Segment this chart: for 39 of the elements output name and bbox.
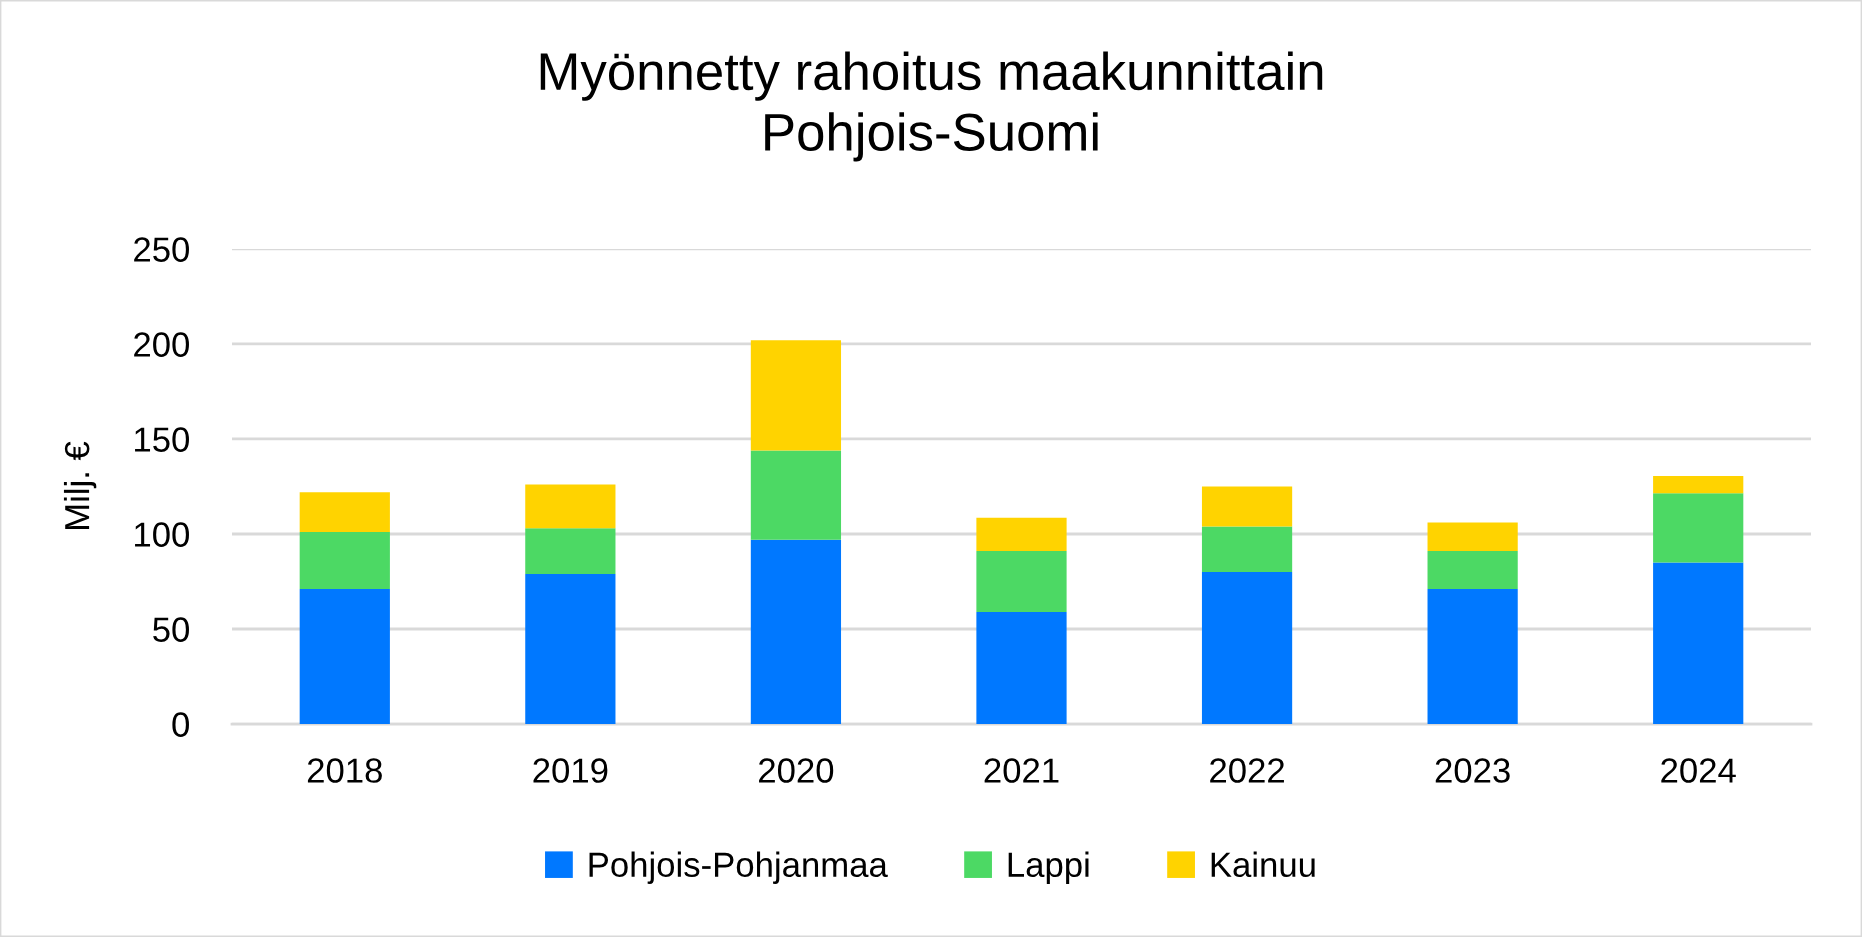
y-tick-label: 250: [134, 237, 189, 262]
bar: [750, 450, 842, 540]
bar: [1653, 562, 1744, 725]
legend-label: Pohjois-Pohjanmaa: [589, 851, 888, 884]
bar: [976, 551, 1067, 612]
bar: [525, 573, 616, 725]
bar: [1427, 551, 1518, 590]
bar: [1427, 522, 1518, 552]
bar: [976, 517, 1067, 552]
bar: [1653, 493, 1744, 563]
bar: [1201, 526, 1293, 572]
bar: [1427, 589, 1518, 725]
bar: [1653, 476, 1744, 494]
bar: [525, 484, 616, 529]
legend-label: Lappi: [1008, 851, 1089, 884]
x-tick-label: 2021: [984, 758, 1059, 783]
bar: [525, 528, 616, 574]
bar: [299, 589, 390, 725]
bar: [976, 611, 1067, 725]
bar: [299, 492, 390, 533]
chart-title: Myönnetty rahoitus maakunnittain Pohjois-Suomi: [540, 51, 1323, 162]
y-tick-label: 200: [134, 332, 189, 357]
bar: [1201, 572, 1293, 725]
x-tick-label: 2022: [1210, 758, 1284, 783]
y-tick-label: 150: [135, 427, 189, 452]
bar: [750, 539, 842, 725]
x-tick-label: 2023: [1435, 758, 1510, 783]
bar: [1201, 486, 1293, 527]
legend-label: Kainuu: [1211, 851, 1315, 878]
bar: [750, 340, 842, 451]
y-tick-label: 50: [153, 617, 189, 642]
x-tick-label: 2019: [533, 758, 608, 783]
x-tick-label: 2018: [307, 758, 382, 783]
bar: [299, 532, 390, 590]
y-axis-title: Milj. €: [63, 441, 97, 529]
y-tick-label: 100: [135, 522, 189, 547]
x-tick-label: 2024: [1661, 758, 1736, 783]
x-tick-label: 2020: [759, 758, 834, 783]
y-tick-label: 0: [172, 712, 189, 737]
